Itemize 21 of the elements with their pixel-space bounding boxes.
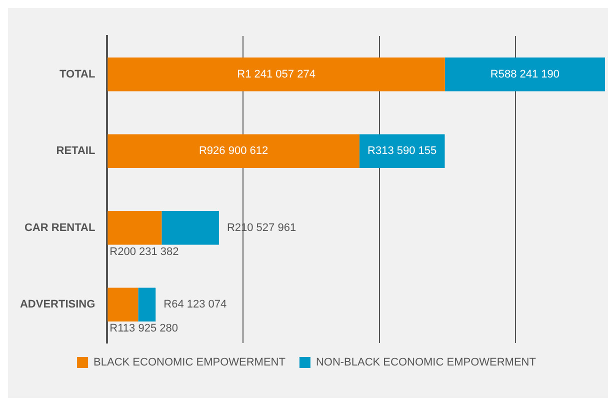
data-label: R64 123 074: [164, 298, 227, 311]
bar: [108, 134, 360, 168]
bar: [138, 288, 156, 322]
y-tick-label: ADVERTISING: [20, 298, 96, 311]
y-tick-label: CAR RENTAL: [24, 222, 96, 234]
bar: [108, 210, 162, 245]
bar: [359, 134, 445, 168]
legend-label: NON-BLACK ECONOMIC EMPOWERMENT: [316, 356, 536, 369]
y-tick-label: TOTAL: [60, 68, 96, 80]
bar: [444, 57, 605, 92]
data-label: R1 241 057 274: [237, 68, 316, 80]
data-label: R200 231 382: [110, 246, 179, 258]
data-label: R926 900 612: [198, 145, 268, 158]
bar: [162, 210, 219, 245]
legend-label: BLACK ECONOMIC EMPOWERMENT: [94, 356, 286, 369]
data-label: R313 590 155: [368, 145, 437, 158]
data-label: R113 925 280: [110, 322, 178, 335]
data-label: R588 241 190: [490, 68, 560, 80]
bar: [108, 57, 445, 92]
bar: [108, 288, 138, 322]
y-tick-label: RETAIL: [56, 145, 96, 158]
